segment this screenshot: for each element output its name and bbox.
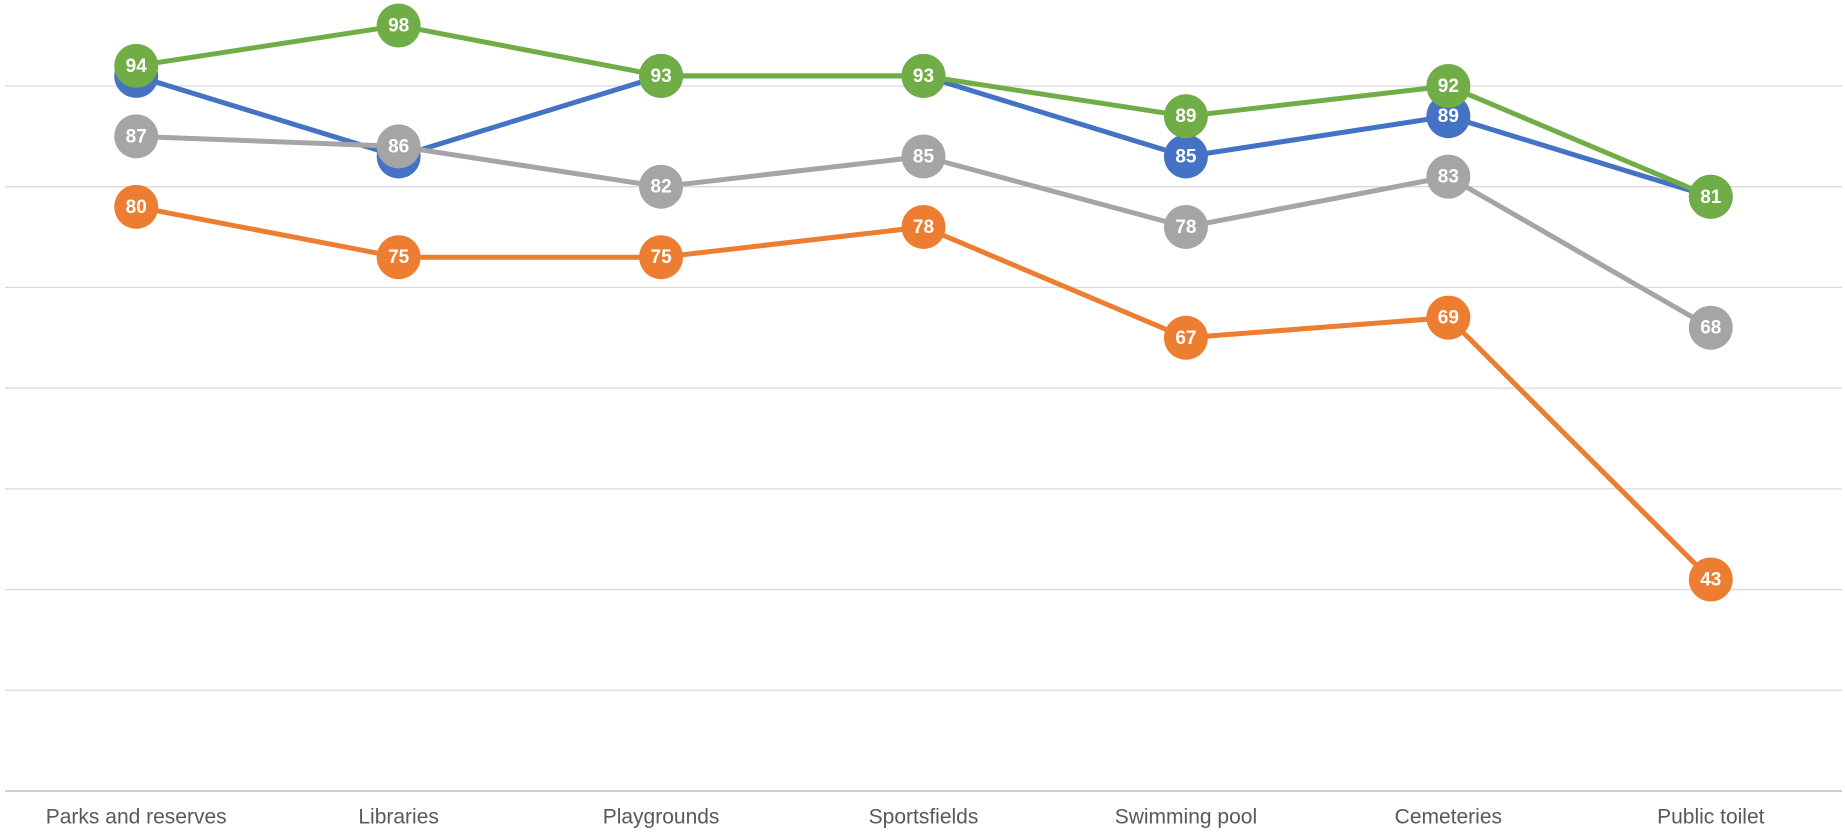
data-label: 87 (126, 126, 147, 147)
marker (901, 134, 946, 179)
data-label: 67 (1175, 328, 1196, 349)
marker (1688, 557, 1733, 602)
x-tick-label: Sportsfields (869, 806, 979, 829)
marker (114, 43, 159, 88)
data-label: 83 (1438, 167, 1459, 188)
data-label: 68 (1700, 318, 1721, 339)
data-label: 69 (1438, 308, 1459, 329)
marker (376, 235, 421, 280)
marker (1163, 94, 1208, 139)
data-label: 86 (388, 136, 409, 157)
series: 80 75 75 78 67 69 43 (114, 184, 1733, 602)
marker (639, 53, 684, 98)
x-tick-label: Playgrounds (603, 806, 720, 829)
marker (1163, 134, 1208, 179)
marker (114, 114, 159, 159)
marker (639, 235, 684, 280)
data-label: 80 (126, 197, 147, 218)
marker (1163, 315, 1208, 360)
marker (376, 124, 421, 169)
x-tick-label: Swimming pool (1115, 806, 1257, 829)
marker (1426, 94, 1471, 139)
data-label: 98 (388, 16, 409, 37)
data-label: 93 (651, 66, 672, 87)
data-label: 93 (913, 66, 934, 87)
data-label: 85 (1175, 146, 1197, 167)
line (135, 204, 1713, 582)
data-label: 75 (388, 247, 410, 268)
x-tick-label: Public toilet (1657, 806, 1765, 829)
data-label: 85 (913, 146, 935, 167)
data-label: 89 (1438, 106, 1459, 127)
data-label: 75 (651, 247, 673, 268)
marker (376, 3, 421, 48)
data-label: 82 (651, 177, 672, 198)
marker (1426, 295, 1471, 340)
marker (901, 204, 946, 249)
x-tick-label: Libraries (358, 806, 439, 829)
data-label: 78 (1175, 217, 1196, 238)
marker (1688, 174, 1733, 219)
marker (1426, 154, 1471, 199)
marker (901, 53, 946, 98)
series: 87 86 82 85 78 83 68 (114, 114, 1733, 350)
data-label: 81 (1700, 187, 1722, 208)
data-label: 43 (1700, 570, 1721, 591)
series: 94 98 93 93 89 92 81 (114, 3, 1733, 219)
data-label: 78 (913, 217, 934, 238)
data-label: 92 (1438, 76, 1459, 97)
x-tick-label: Cemeteries (1395, 806, 1502, 829)
marker (1688, 305, 1733, 350)
marker (114, 184, 159, 229)
marker (1426, 63, 1471, 108)
data-label: 89 (1175, 106, 1196, 127)
marker (1163, 204, 1208, 249)
marker (639, 164, 684, 209)
data-label: 94 (126, 56, 148, 77)
x-tick-label: Parks and reserves (46, 806, 227, 829)
